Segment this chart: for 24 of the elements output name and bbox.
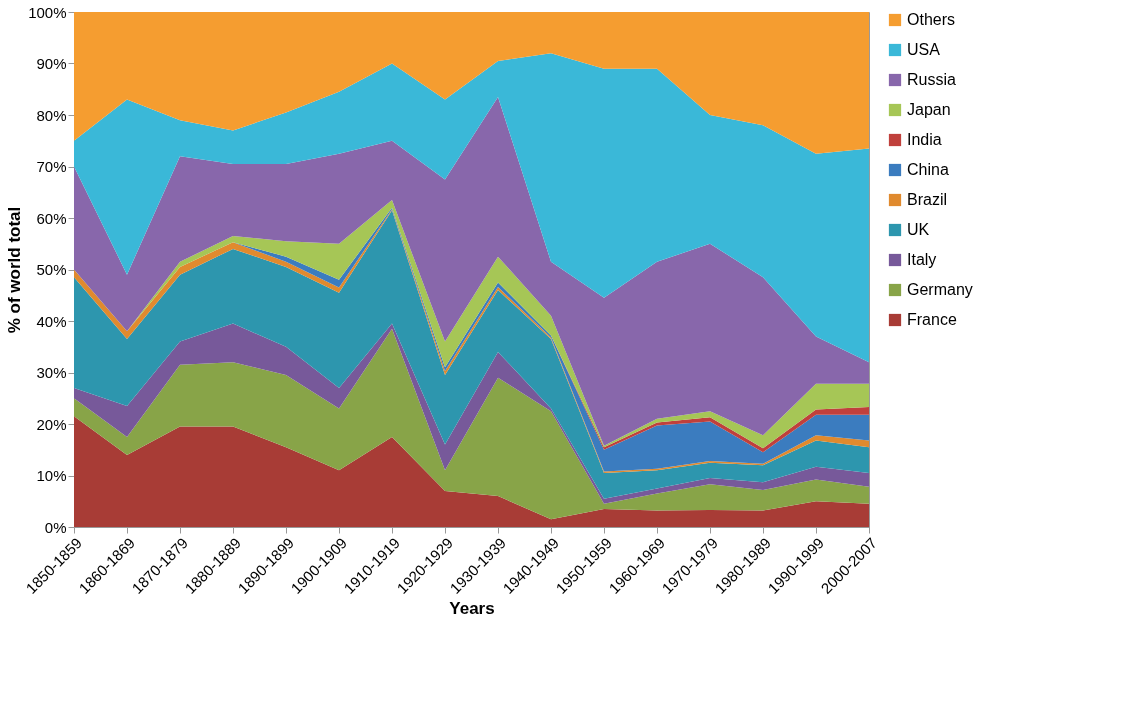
legend-label: Russia <box>907 71 957 88</box>
legend-label: Japan <box>907 101 951 118</box>
legend-label: Germany <box>907 281 973 298</box>
y-tick-label: 70% <box>36 158 67 175</box>
legend-label: UK <box>907 221 930 238</box>
y-axis-title: % of world total <box>5 206 25 334</box>
y-tick-label: 10% <box>36 467 67 484</box>
x-axis-title: Years <box>449 598 495 618</box>
y-tick-label: 80% <box>36 106 67 124</box>
y-tick-label: 100% <box>28 3 67 21</box>
legend-label: Brazil <box>907 191 948 208</box>
legend-label: France <box>907 311 957 328</box>
legend-label: Italy <box>907 251 937 268</box>
legend-label: Others <box>907 11 956 28</box>
legend-label: India <box>907 131 942 148</box>
legend-label: China <box>907 161 949 178</box>
y-tick-label: 40% <box>36 312 67 330</box>
legend-label: USA <box>907 41 941 58</box>
y-tick-label: 50% <box>36 261 67 278</box>
y-tick-label: 20% <box>36 415 67 433</box>
y-tick-label: 60% <box>36 209 67 227</box>
y-tick-label: 90% <box>36 55 67 72</box>
y-tick-label: 30% <box>36 364 67 381</box>
y-tick-label: 0% <box>44 518 67 536</box>
